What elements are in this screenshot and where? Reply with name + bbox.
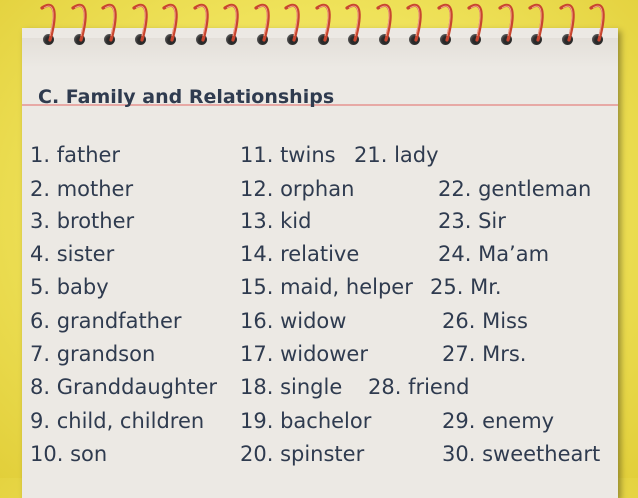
list-item: 2. mother: [30, 177, 134, 201]
spiral-coil: [436, 3, 453, 42]
list-item: 19. bachelor: [240, 409, 372, 433]
spiral-coil: [589, 3, 605, 42]
list-item: 5. baby: [30, 275, 109, 299]
list-item: 28. friend: [368, 375, 470, 399]
spiral-coil: [162, 3, 178, 42]
list-item: 22. gentleman: [438, 177, 592, 201]
list-item: 8. Granddaughter: [30, 375, 218, 399]
list-item: 11. twins: [240, 143, 336, 167]
notebook-paper: [22, 28, 618, 498]
list-item: 18. single: [240, 375, 343, 399]
list-item: 13. kid: [240, 209, 312, 233]
list-item: 12. orphan: [240, 177, 355, 201]
list-item: 7. grandson: [30, 342, 156, 366]
list-item: 6. grandfather: [30, 309, 182, 333]
section-heading: C. Family and Relationships: [38, 86, 335, 108]
list-item: 27. Mrs.: [442, 342, 527, 366]
spiral-coil: [558, 3, 575, 42]
list-item: 29. enemy: [442, 409, 555, 433]
spiral-coil: [101, 3, 117, 42]
spiral-coil: [467, 3, 483, 42]
list-item: 1. father: [30, 143, 121, 167]
list-item: 4. sister: [30, 242, 115, 266]
list-item: 15. maid, helper: [240, 275, 413, 299]
spiral-coil: [192, 3, 209, 42]
list-item: 3. brother: [30, 209, 135, 233]
list-item: 9. child, children: [30, 409, 205, 433]
list-item: 23. Sir: [438, 209, 506, 233]
spiral-coil: [70, 3, 87, 42]
list-item: 26. Miss: [442, 309, 528, 333]
list-item: 30. sweetheart: [442, 442, 601, 466]
spiral-coil: [131, 3, 148, 42]
list-item: 10. son: [30, 442, 108, 466]
list-item: 20. spinster: [240, 442, 365, 466]
list-item: 24. Ma’am: [438, 242, 550, 266]
spiral-coil: [284, 3, 300, 42]
spiral-coil: [406, 3, 422, 42]
list-item: 21. lady: [354, 143, 439, 167]
spiral-coil: [40, 3, 56, 42]
spiral-coil: [314, 3, 331, 42]
spiral-coil: [253, 3, 270, 42]
spiral-coil: [497, 3, 514, 42]
list-item: 25. Mr.: [430, 275, 502, 299]
margin-rule: [22, 104, 618, 106]
list-item: 14. relative: [240, 242, 360, 266]
spiral-coil: [223, 3, 239, 42]
list-item: 17. widower: [240, 342, 368, 366]
spiral-coil: [375, 3, 392, 42]
list-item: 16. widow: [240, 309, 347, 333]
spiral-coil: [345, 3, 361, 42]
spiral-coil: [528, 3, 544, 42]
